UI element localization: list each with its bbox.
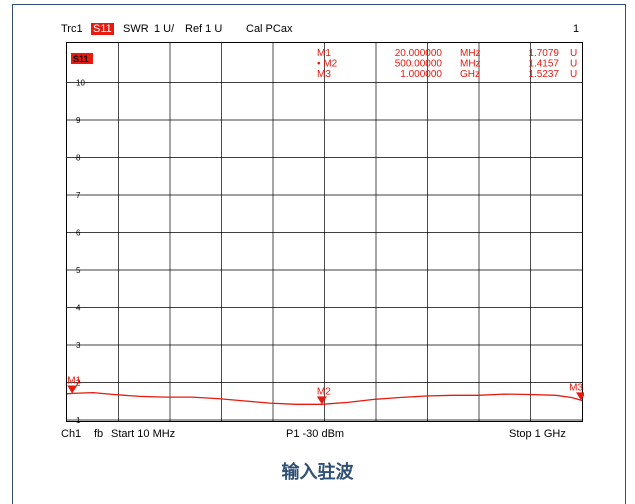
- y-tick-label: 1: [76, 416, 81, 423]
- marker-stimulus: 500.00000: [395, 59, 443, 70]
- channel-label[interactable]: Ch1: [61, 428, 82, 440]
- marker-unit: U: [570, 59, 577, 70]
- marker-name: • M2: [317, 59, 338, 70]
- marker-stimulus: 1.000000: [400, 69, 442, 80]
- stop-frequency[interactable]: Stop 1 GHz: [509, 428, 566, 440]
- format-label[interactable]: SWR: [123, 23, 149, 35]
- marker-label: M1: [67, 375, 81, 386]
- plot-param-badge: S11: [73, 54, 89, 64]
- window-frame: [12, 4, 626, 504]
- plot-param-badge-bg: [71, 53, 93, 64]
- marker-stimulus-unit: MHz: [460, 48, 481, 59]
- marker-label: M3: [569, 382, 583, 393]
- marker-name: M1: [317, 48, 331, 59]
- marker-stimulus-unit: MHz: [460, 59, 481, 70]
- y-tick-label: 10: [76, 79, 85, 88]
- channel-footer: Ch1 fb Start 10 MHz P1 -30 dBm Stop 1 GH…: [61, 428, 583, 444]
- trace-index: 1: [573, 23, 580, 35]
- y-tick-label: 7: [76, 191, 81, 200]
- marker-triangle: [576, 392, 584, 401]
- marker-name: M3: [317, 69, 331, 80]
- plot-area[interactable]: 10 9 8 7 6 5 4 3 2 1 S11 M1 20.000000 MHz 1.7079 U • M2 5…: [66, 42, 584, 423]
- trace-label[interactable]: Trc1: [61, 23, 83, 35]
- swr-chart: 10 9 8 7 6 5 4 3 2 1 S11 M1 20.000000 MHz 1.7079 U • M2 5…: [67, 43, 584, 423]
- parameter-badge[interactable]: S11: [91, 23, 114, 35]
- caption-title: 输入驻波: [281, 462, 354, 483]
- y-tick-label: 9: [76, 116, 81, 125]
- marker-unit: U: [570, 48, 577, 59]
- start-frequency[interactable]: Start 10 MHz: [111, 428, 176, 440]
- y-tick-label: 8: [76, 154, 81, 163]
- y-tick-label: 5: [76, 266, 81, 275]
- marker-stimulus-unit: GHz: [460, 69, 480, 80]
- ref-label[interactable]: Ref 1 U: [185, 23, 223, 35]
- y-tick-label: 6: [76, 229, 81, 238]
- marker-triangle: [316, 396, 327, 405]
- marker-value: 1.4157: [528, 59, 559, 70]
- scale-label[interactable]: 1 U/: [154, 23, 175, 35]
- marker-unit: U: [570, 69, 577, 80]
- marker-triangle: [67, 385, 78, 394]
- cal-label[interactable]: Cal PCax: [246, 23, 293, 35]
- power-level[interactable]: P1 -30 dBm: [286, 428, 345, 440]
- marker-value: 1.7079: [528, 48, 559, 59]
- y-tick-label: 2: [76, 379, 81, 388]
- marker-label: M2: [317, 386, 331, 397]
- marker-value: 1.5237: [528, 69, 559, 80]
- y-tick-label: 3: [76, 341, 81, 350]
- mode-label[interactable]: fb: [94, 428, 104, 440]
- marker-stimulus: 20.000000: [395, 48, 443, 59]
- trace-header: Trc1 S11 SWR 1 U/ Ref 1 U Cal PCax 1: [61, 23, 581, 39]
- y-tick-label: 4: [76, 304, 81, 313]
